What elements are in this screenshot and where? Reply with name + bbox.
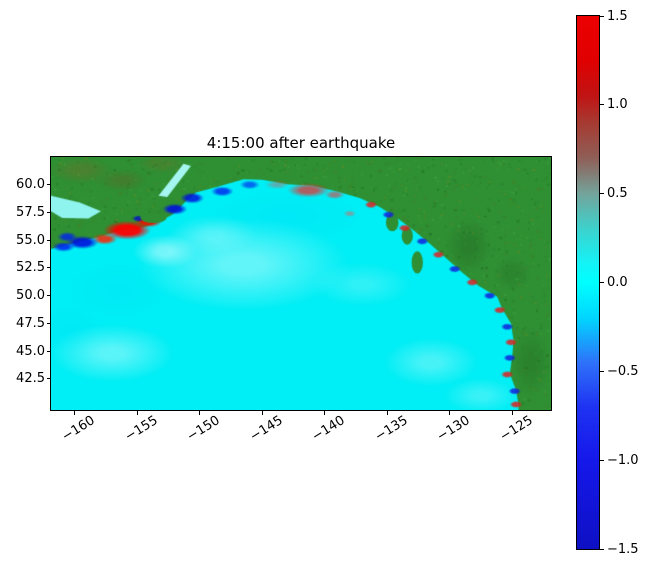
y-tick-label: 57.5 [16,204,45,220]
y-tick-mark [46,322,51,324]
y-tick-label: 52.5 [16,260,45,276]
colorbar-tick-mark [600,370,604,372]
x-tick-mark [199,411,201,415]
colorbar-gradient [576,15,600,550]
colorbar-tick-label: −0.5 [607,363,639,379]
x-tick-label: −150 [184,413,223,445]
map-canvas [51,157,551,410]
colorbar-tick-mark [600,459,604,461]
x-tick-mark [449,411,451,415]
y-tick-mark [46,350,51,352]
colorbar-tick-mark [600,548,604,550]
colorbar-tick-label: 1.0 [607,97,628,113]
y-tick-mark [46,267,51,269]
y-tick-label: 47.5 [16,315,45,331]
x-tick-mark [261,411,263,415]
y-tick-label: 45.0 [16,343,45,359]
x-tick-mark [511,411,513,415]
x-tick-label: −160 [59,413,98,445]
y-tick-label: 42.5 [16,371,45,387]
y-tick-mark [46,378,51,380]
colorbar-tick-mark [600,15,604,17]
x-tick-mark [74,411,76,415]
colorbar-tick-label: 0.5 [607,186,628,202]
x-tick-mark [136,411,138,415]
y-tick-mark [46,184,51,186]
plot-title: 4:15:00 after earthquake [206,134,396,152]
colorbar-tick-label: −1.0 [607,452,639,468]
y-tick-mark [46,295,51,297]
x-tick-label: −145 [246,413,286,445]
y-tick-label: 50.0 [16,288,45,304]
colorbar-tick-label: 1.5 [607,8,628,24]
x-tick-mark [386,411,388,415]
x-tick-label: −135 [371,413,411,445]
colorbar-tick-mark [600,193,604,195]
colorbar-tick-label: 0.0 [607,275,628,290]
x-tick-label: −125 [496,413,536,445]
x-tick-label: −140 [309,413,348,445]
x-tick-label: −155 [121,413,161,445]
x-tick-mark [324,411,326,415]
y-tick-label: 55.0 [16,232,45,248]
y-tick-label: 60.0 [16,177,45,193]
x-tick-label: −130 [434,413,473,445]
colorbar-tick-mark [600,104,604,106]
colorbar-tick-mark [600,282,604,283]
y-tick-mark [46,239,51,241]
colorbar-tick-label: −1.5 [607,541,639,557]
y-tick-mark [46,211,51,213]
